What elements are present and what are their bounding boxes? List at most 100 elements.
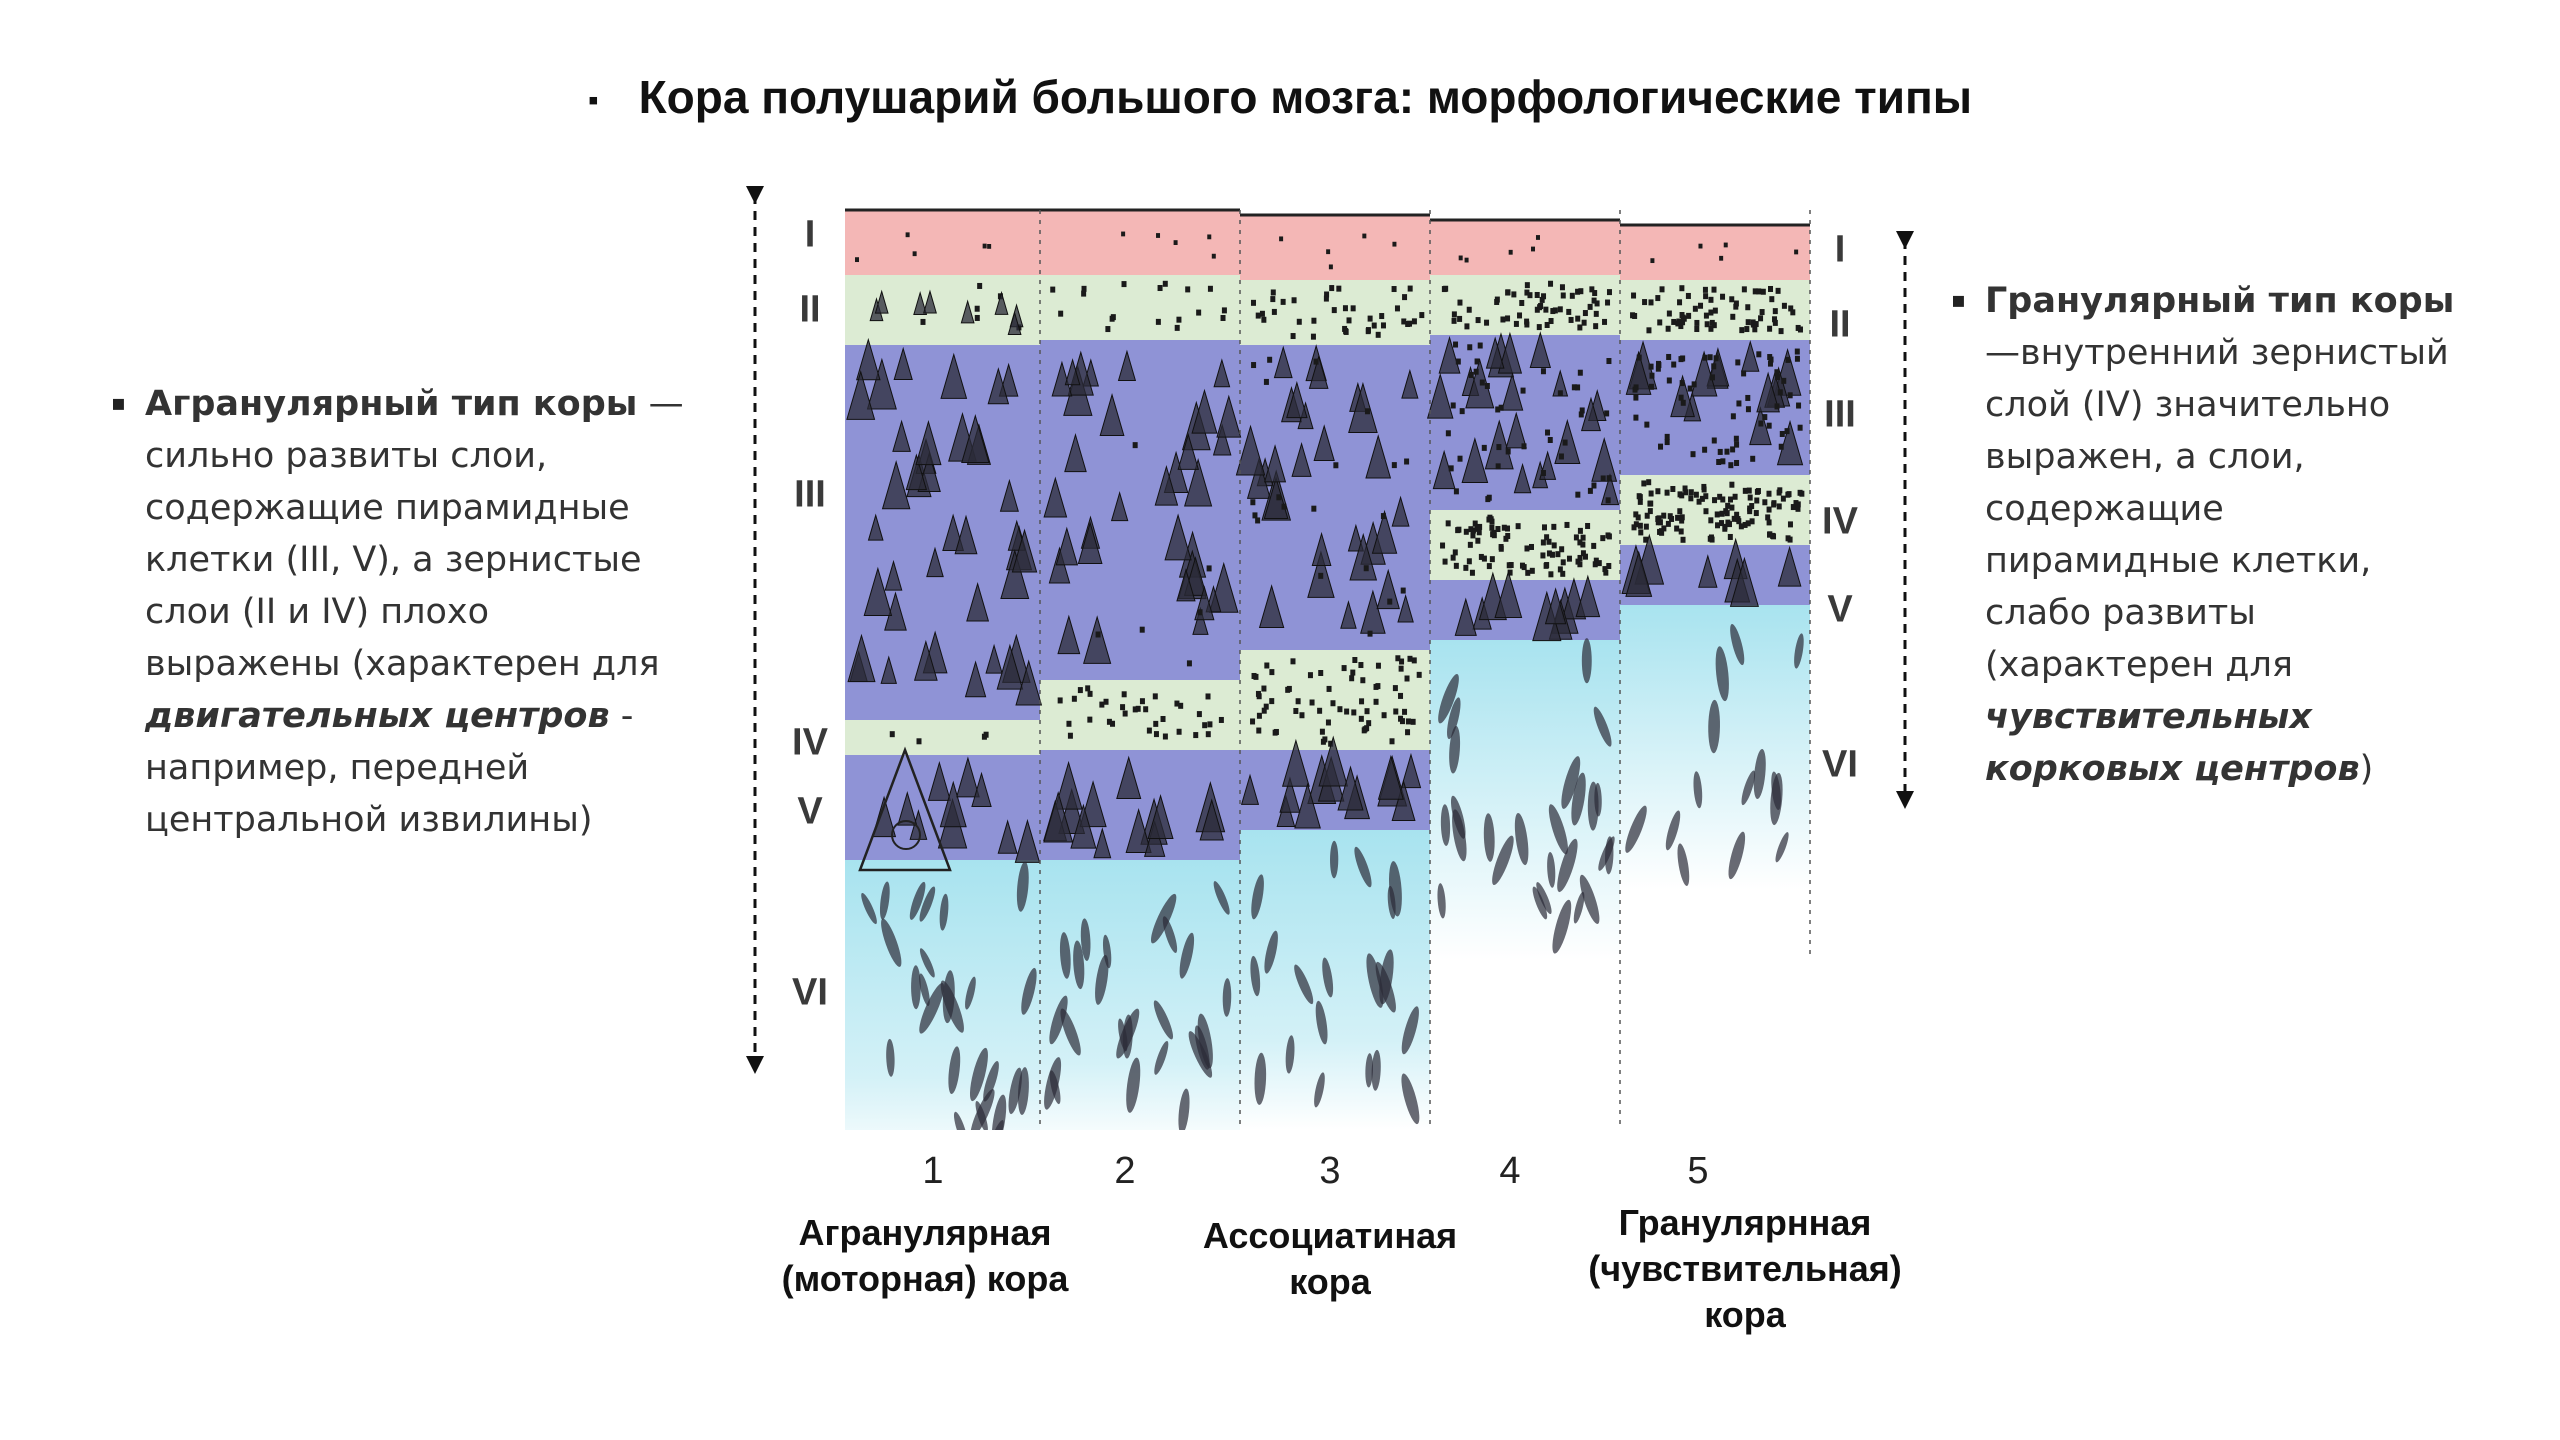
granule-cell bbox=[1683, 489, 1689, 496]
granule-cell bbox=[1716, 458, 1722, 465]
granule-cell bbox=[1606, 289, 1612, 296]
pyramidal-cell bbox=[884, 559, 903, 591]
granule-cell bbox=[1407, 285, 1413, 292]
granule-cell bbox=[1481, 555, 1487, 562]
granule-cell bbox=[912, 251, 917, 257]
granule-cell bbox=[1557, 566, 1563, 573]
granule-cell bbox=[1560, 559, 1566, 566]
granule-cell bbox=[1661, 512, 1667, 519]
pyramidal-cell bbox=[1191, 388, 1218, 434]
granule-cell bbox=[1797, 424, 1803, 431]
fusiform-cell bbox=[1447, 697, 1461, 740]
granule-cell bbox=[1540, 539, 1546, 546]
granule-cell bbox=[1528, 543, 1534, 550]
granule-cell bbox=[1349, 675, 1355, 682]
granule-cell bbox=[1776, 489, 1782, 496]
fusiform-cell bbox=[1557, 838, 1578, 893]
pyramidal-cell bbox=[1497, 331, 1523, 374]
granule-cell bbox=[1405, 729, 1411, 736]
granule-cell bbox=[1633, 384, 1639, 391]
granule-cell bbox=[1293, 707, 1299, 714]
granule-cell bbox=[855, 257, 860, 263]
granule-cell bbox=[1568, 316, 1574, 323]
granule-cell bbox=[1745, 394, 1751, 401]
granule-cell bbox=[1469, 569, 1475, 576]
granule-cell bbox=[916, 738, 922, 745]
granule-cell bbox=[1587, 303, 1593, 310]
granule-cell bbox=[1450, 554, 1456, 561]
granule-cell bbox=[1725, 502, 1731, 509]
granule-cell bbox=[1631, 524, 1637, 531]
pyramidal-cell bbox=[913, 639, 938, 681]
granule-cell bbox=[1250, 718, 1256, 725]
granule-cell bbox=[1580, 541, 1586, 548]
fusiform-cell bbox=[1213, 881, 1230, 915]
granule-cell bbox=[1794, 355, 1800, 362]
granule-cell bbox=[1276, 494, 1282, 501]
granule-cell bbox=[1711, 286, 1717, 293]
granule-cell bbox=[1323, 295, 1329, 302]
pyramidal-cell bbox=[1054, 760, 1083, 810]
fusiform-cell bbox=[1437, 883, 1446, 919]
granule-cell bbox=[1698, 243, 1703, 249]
granule-cell bbox=[1643, 536, 1649, 543]
granule-cell bbox=[1691, 381, 1697, 388]
granule-cell bbox=[1692, 305, 1698, 312]
granule-cell bbox=[1146, 727, 1152, 734]
granule-cell bbox=[1600, 475, 1606, 482]
granule-cell bbox=[1592, 561, 1598, 568]
granule-cell bbox=[1109, 315, 1115, 322]
granule-cell bbox=[1776, 503, 1782, 510]
fusiform-cell bbox=[879, 881, 890, 920]
granule-cell bbox=[1680, 314, 1686, 321]
fusiform-cell bbox=[1251, 874, 1264, 920]
title-bullet: ▪ bbox=[587, 83, 599, 117]
granule-cell bbox=[1281, 503, 1287, 510]
granule-cell bbox=[1463, 564, 1469, 571]
pyramidal-cell bbox=[1690, 350, 1718, 397]
pyramidal-cell bbox=[1125, 807, 1152, 854]
pyramidal-cell bbox=[1485, 336, 1505, 369]
fusiform-cell bbox=[1571, 772, 1586, 826]
granule-cell bbox=[1337, 706, 1343, 713]
pyramidal-cell bbox=[863, 566, 893, 617]
pyramidal-cell bbox=[1015, 659, 1043, 706]
granule-cell bbox=[1350, 305, 1356, 312]
cortex-type-caption: Гранулярнная (чувствительная) кора bbox=[1588, 1202, 1902, 1335]
fusiform-cell bbox=[1021, 967, 1037, 1015]
granule-cell bbox=[1577, 539, 1583, 546]
granule-cell bbox=[1380, 513, 1386, 520]
granule-cell bbox=[1577, 527, 1583, 534]
granule-cell bbox=[1767, 360, 1773, 367]
pyramidal-cell bbox=[1505, 411, 1527, 449]
granule-cell bbox=[1341, 665, 1347, 672]
fusiform-cell bbox=[1116, 1008, 1140, 1059]
granule-cell bbox=[1464, 323, 1470, 330]
fusiform-cell bbox=[969, 1047, 988, 1102]
title-text: Кора полушарий большого мозга: морфологи… bbox=[638, 71, 1973, 123]
granule-cell bbox=[1734, 441, 1740, 448]
granule-cell bbox=[1520, 387, 1526, 394]
layer-VI-col-2-band bbox=[1040, 860, 1240, 1130]
granule-cell bbox=[1756, 288, 1762, 295]
granule-cell bbox=[1659, 286, 1665, 293]
fusiform-cell bbox=[988, 1120, 1004, 1130]
granule-cell bbox=[1564, 521, 1570, 528]
granule-cell bbox=[1476, 529, 1482, 536]
pyramidal-cell bbox=[1240, 773, 1260, 805]
granule-cell bbox=[1749, 503, 1755, 510]
granule-cell bbox=[1445, 430, 1451, 437]
fusiform-cell bbox=[1753, 748, 1766, 800]
granule-cell bbox=[1746, 487, 1752, 494]
fusiform-cell bbox=[1073, 940, 1085, 990]
granule-cell bbox=[1648, 500, 1654, 507]
pyramidal-cell bbox=[971, 771, 992, 808]
granule-cell bbox=[1724, 510, 1730, 517]
granule-cell bbox=[1571, 384, 1577, 391]
granule-cell bbox=[1577, 324, 1583, 331]
granule-cell bbox=[1537, 304, 1543, 311]
granule-cell bbox=[1346, 317, 1352, 324]
granule-cell bbox=[1712, 497, 1718, 504]
granule-cell bbox=[1581, 319, 1587, 326]
pyramidal-cell bbox=[1000, 549, 1030, 599]
